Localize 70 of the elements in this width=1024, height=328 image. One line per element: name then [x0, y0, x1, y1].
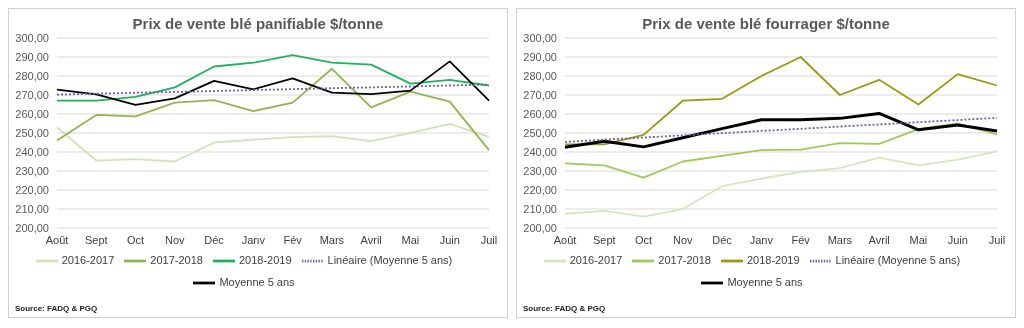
legend-label: Moyenne 5 ans: [219, 275, 295, 288]
legend-label: Moyenne 5 ans: [727, 275, 803, 288]
legend-label: Linéaire (Moyenne 5 ans): [835, 253, 961, 266]
x-tick-label: Nov: [165, 233, 186, 246]
y-tick-label: 290,00: [15, 50, 49, 63]
y-tick-label: 210,00: [523, 202, 557, 215]
y-tick-label: 250,00: [15, 126, 49, 139]
x-tick-label: Juin: [439, 233, 460, 246]
x-tick-label: Nov: [673, 233, 694, 246]
x-tick-label: Août: [45, 233, 69, 246]
chart-title: Prix de vente blé panifiable $/tonne: [131, 15, 385, 32]
x-tick-label: Juin: [947, 233, 968, 246]
y-tick-label: 280,00: [15, 69, 49, 82]
y-tick-label: 270,00: [523, 88, 557, 101]
x-tick-label: Janv: [749, 233, 774, 246]
line-series: [56, 83, 490, 96]
y-tick-label: 200,00: [15, 221, 49, 234]
legend-label: 2018-2019: [746, 253, 800, 266]
x-tick-label: Janv: [241, 233, 266, 246]
x-tick-label: Oct: [126, 233, 145, 246]
y-tick-label: 240,00: [523, 145, 557, 158]
x-tick-label: Mars: [319, 233, 345, 246]
x-tick-label: Avril: [868, 233, 890, 246]
line-series: [564, 150, 998, 218]
x-tick-label: Mars: [827, 233, 853, 246]
y-tick-label: 230,00: [15, 164, 49, 177]
line-series: [563, 111, 999, 149]
y-tick-label: 250,00: [523, 126, 557, 139]
legend-label: 2018-2019: [238, 253, 292, 266]
x-tick-label: Juil: [480, 233, 498, 246]
x-tick-label: Fév: [283, 233, 303, 246]
y-tick-label: 300,00: [15, 31, 49, 44]
line-series: [56, 67, 490, 151]
y-tick-label: 200,00: [523, 221, 557, 234]
x-tick-label: Oct: [634, 233, 653, 246]
y-tick-label: 210,00: [15, 202, 49, 215]
source-note: Source: FADQ & PGQ: [15, 304, 98, 313]
legend-label: 2016-2017: [569, 253, 623, 266]
y-tick-label: 230,00: [523, 164, 557, 177]
y-tick-label: 300,00: [523, 31, 557, 44]
y-tick-label: 260,00: [15, 107, 49, 120]
y-tick-label: 220,00: [523, 183, 557, 196]
line-series: [56, 60, 490, 106]
y-tick-label: 240,00: [15, 145, 49, 158]
line-series: [564, 116, 998, 143]
y-tick-label: 290,00: [523, 50, 557, 63]
y-tick-label: 260,00: [523, 107, 557, 120]
x-tick-label: Juil: [988, 233, 1006, 246]
x-tick-label: Fév: [791, 233, 811, 246]
y-tick-label: 270,00: [15, 88, 49, 101]
x-tick-label: Déc: [204, 233, 225, 246]
source-note: Source: FADQ & PGQ: [523, 304, 606, 313]
x-tick-label: Avril: [360, 233, 382, 246]
x-tick-label: Déc: [712, 233, 733, 246]
y-tick-label: 280,00: [523, 69, 557, 82]
x-tick-label: Sept: [592, 233, 616, 246]
chart-title: Prix de vente blé fourrager $/tonne: [641, 15, 891, 32]
x-tick-label: Sept: [84, 233, 108, 246]
x-tick-label: Mai: [909, 233, 928, 246]
line-series: [564, 122, 998, 179]
line-series: [56, 122, 490, 163]
legend-label: Linéaire (Moyenne 5 ans): [327, 253, 453, 266]
legend-label: 2017-2018: [150, 253, 203, 266]
y-tick-label: 220,00: [15, 183, 49, 196]
line-series: [564, 56, 998, 146]
x-tick-label: Mai: [401, 233, 420, 246]
line-series: [56, 54, 490, 102]
legend-label: 2016-2017: [61, 253, 115, 266]
x-tick-label: Août: [553, 233, 577, 246]
legend-label: 2017-2018: [658, 253, 711, 266]
